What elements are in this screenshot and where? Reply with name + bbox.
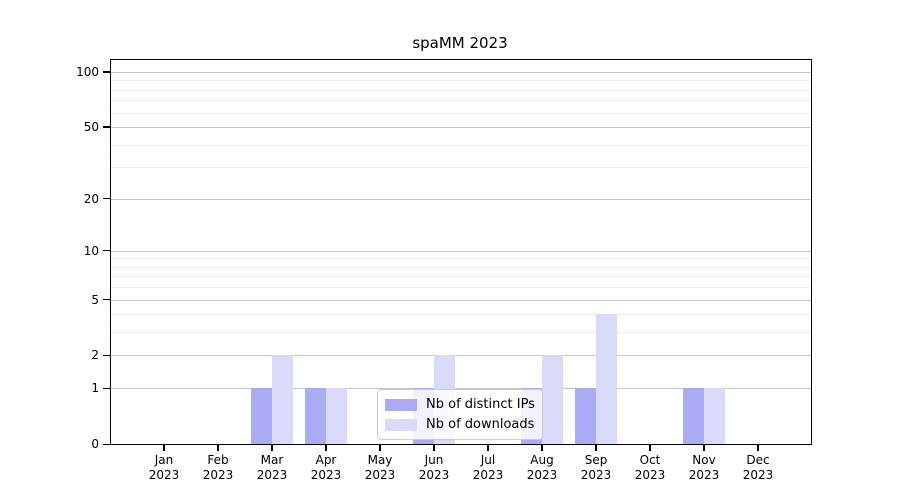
y-axis-tick-label: 10 [83, 243, 99, 258]
gridline-minor [111, 167, 811, 169]
bar-distinct-ips [575, 388, 596, 444]
x-axis-tick [541, 444, 543, 451]
x-axis-tick [487, 444, 489, 451]
gridline-minor [111, 332, 811, 334]
gridline-major [111, 355, 811, 357]
gridline-minor [111, 100, 811, 102]
y-axis-tick [103, 198, 111, 200]
chart-title: spaMM 2023 [412, 34, 508, 52]
bar-distinct-ips [251, 388, 272, 444]
bar-downloads [272, 355, 293, 444]
y-axis-tick-label: 0 [91, 437, 99, 451]
y-axis-tick-label: 100 [76, 64, 99, 79]
gridline-minor [111, 112, 811, 114]
x-axis-label: Nov 2023 [688, 453, 720, 482]
x-axis-tick [379, 444, 381, 451]
y-axis-tick-label: 1 [91, 381, 99, 396]
x-axis-label: Oct 2023 [634, 453, 666, 482]
gridline-minor [111, 144, 811, 146]
x-axis-tick [649, 444, 651, 451]
bar-downloads [596, 314, 617, 444]
bar-downloads [704, 388, 725, 444]
y-axis-tick [103, 443, 111, 445]
gridline-major [111, 388, 811, 390]
x-axis-label: Jul 2023 [472, 453, 504, 482]
x-axis-label: Aug 2023 [526, 453, 558, 482]
bar-distinct-ips [305, 388, 326, 444]
y-axis-tick-label: 5 [91, 292, 99, 307]
x-axis-tick [703, 444, 705, 451]
gridline-minor [111, 258, 811, 260]
legend-label-distinct-ips: Nb of distinct IPs [426, 397, 535, 412]
x-axis-tick [217, 444, 219, 451]
x-axis-label: Sep 2023 [580, 453, 612, 482]
y-axis-tick [103, 299, 111, 301]
gridline-minor [111, 287, 811, 289]
gridline-major [111, 250, 811, 252]
legend-item-downloads: Nb of downloads [385, 417, 534, 432]
legend: Nb of distinct IPs Nb of downloads [377, 389, 543, 440]
y-axis-tick [103, 71, 111, 73]
gridline-minor [111, 80, 811, 82]
legend-item-distinct-ips: Nb of distinct IPs [385, 397, 535, 412]
x-axis-tick [757, 444, 759, 451]
x-axis-tick [595, 444, 597, 451]
x-axis-tick [433, 444, 435, 451]
y-axis-tick-label: 2 [91, 348, 99, 363]
y-axis-tick [103, 126, 111, 128]
y-axis-tick-label: 20 [83, 191, 99, 206]
y-axis-tick [103, 354, 111, 357]
x-axis-tick [271, 444, 273, 451]
legend-label-downloads: Nb of downloads [426, 417, 535, 432]
x-axis-label: Mar 2023 [256, 453, 288, 482]
gridline-major [111, 71, 811, 73]
gridline-minor [111, 276, 811, 278]
x-axis-label: Jun 2023 [418, 453, 450, 482]
legend-swatch-distinct-ips [385, 398, 417, 411]
bar-distinct-ips [683, 388, 704, 444]
legend-swatch-downloads [385, 418, 417, 431]
gridline-minor [111, 266, 811, 268]
gridline-major [111, 299, 811, 301]
y-axis-tick [103, 250, 111, 252]
y-axis-tick-label: 50 [83, 119, 99, 134]
x-axis-label: Jan 2023 [148, 453, 180, 482]
gridline-major [111, 198, 811, 200]
x-axis-label: Apr 2023 [310, 453, 342, 482]
y-axis-tick [103, 387, 111, 389]
gridline-minor [111, 89, 811, 91]
plot-area: 0 1 2 5 10 20 50 100 Jan 2023 Feb 2023 Mar 2023 Apr… [76, 59, 812, 482]
bar-downloads [326, 388, 347, 444]
gridline-minor [111, 314, 811, 316]
x-axis-label: Feb 2023 [202, 453, 234, 482]
x-axis-label: Dec 2023 [742, 453, 774, 482]
gridline-major [111, 126, 811, 128]
x-axis-label: May 2023 [364, 453, 396, 482]
x-axis-tick [325, 444, 327, 451]
x-axis-tick [163, 444, 165, 451]
bar-downloads [542, 355, 563, 444]
